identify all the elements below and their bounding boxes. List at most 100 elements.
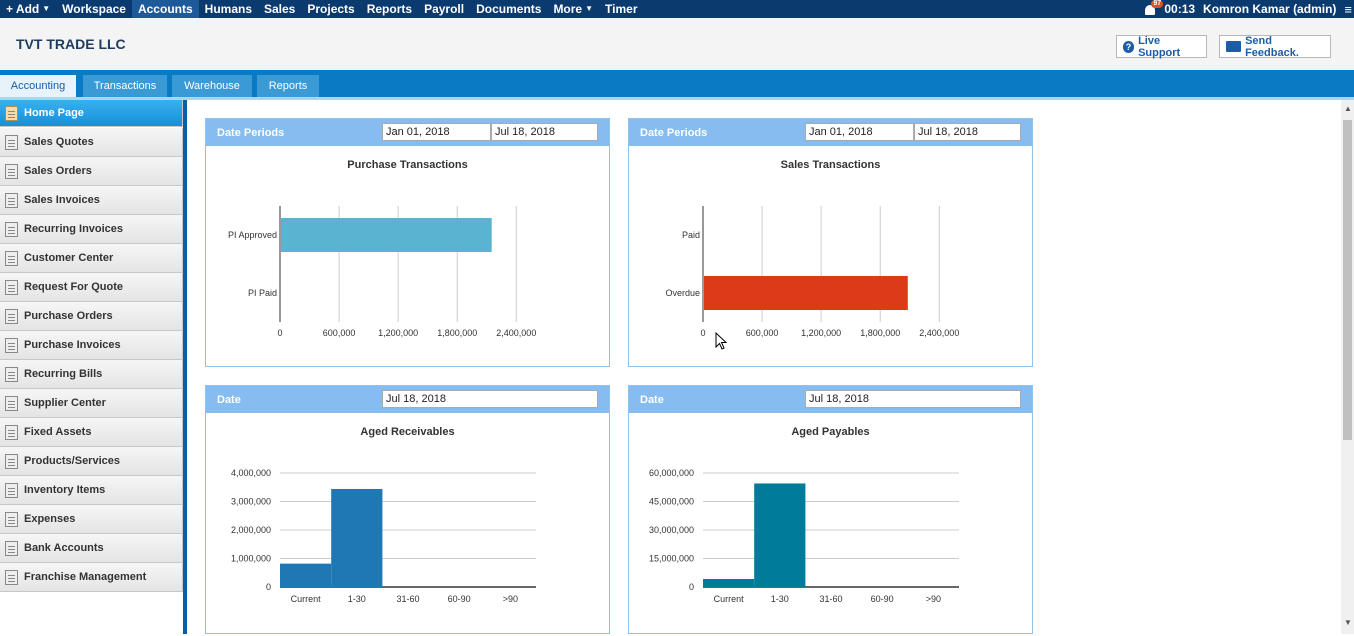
x-tick-label: 0	[700, 328, 705, 338]
sidebar-item-franchise-management[interactable]: Franchise Management	[0, 563, 183, 592]
sidebar-item-sales-quotes[interactable]: Sales Quotes	[0, 128, 183, 157]
top-menu-bar: + Add ▼ Workspace Accounts Humans Sales Projec…	[0, 0, 1354, 18]
y-tick-label: 0	[689, 582, 694, 592]
y-category-label: PI Paid	[248, 288, 277, 298]
sidebar-item-label: Fixed Assets	[24, 426, 92, 438]
sidebar-item-request-for-quote[interactable]: Request For Quote	[0, 273, 183, 302]
menu-item-reports[interactable]: Reports	[361, 0, 418, 18]
tab-reports[interactable]: Reports	[257, 75, 319, 97]
scroll-down-icon[interactable]: ▼	[1344, 618, 1352, 627]
scroll-up-icon[interactable]: ▲	[1344, 104, 1352, 113]
tab-warehouse[interactable]: Warehouse	[172, 75, 252, 97]
x-tick-label: 1,200,000	[801, 328, 841, 338]
sidebar-item-bank-accounts[interactable]: Bank Accounts	[0, 534, 183, 563]
date-input[interactable]: Jul 18, 2018	[805, 390, 1021, 408]
menu-item-sales[interactable]: Sales	[258, 0, 301, 18]
vertical-scrollbar[interactable]: ▲ ▼	[1341, 100, 1354, 634]
to-date-input[interactable]: Jul 18, 2018	[491, 123, 598, 141]
sidebar-item-purchase-invoices[interactable]: Purchase Invoices	[0, 331, 183, 360]
sidebar-item-home-page[interactable]: Home Page	[0, 100, 183, 127]
menu-item-documents[interactable]: Documents	[470, 0, 547, 18]
send-feedback-button[interactable]: Send Feedback.	[1219, 35, 1331, 59]
sidebar-item-label: Sales Quotes	[24, 136, 94, 148]
menu-item-label: Timer	[605, 2, 638, 16]
sidebar-divider[interactable]	[183, 100, 187, 634]
document-icon	[5, 134, 18, 150]
sidebar-item-purchase-orders[interactable]: Purchase Orders	[0, 302, 183, 331]
menu-item-accounts[interactable]: Accounts	[131, 0, 199, 18]
sidebar-item-label: Request For Quote	[24, 281, 124, 293]
bell-icon[interactable]: 97	[1144, 0, 1164, 16]
menu-item-add[interactable]: + Add ▼	[0, 0, 56, 18]
document-icon	[5, 192, 18, 208]
receivables-panel: Date Jul 18, 2018 Aged Receivables 0 1,00…	[205, 385, 610, 634]
sidebar-item-recurring-bills[interactable]: Recurring Bills	[0, 360, 183, 389]
purchase-transactions-chart: 0 600,000 1,200,000 1,800,000 2,400,000 PI Ap…	[228, 206, 536, 338]
sidebar-item-label: Recurring Bills	[24, 368, 103, 380]
sidebar-item-label: Home Page	[24, 107, 84, 119]
document-icon	[5, 279, 18, 295]
chart-title: Aged Receivables	[360, 426, 455, 438]
scrollbar-thumb[interactable]	[1343, 120, 1352, 440]
chart-title: Sales Transactions	[780, 159, 881, 171]
sidebar-item-products-services[interactable]: Products/Services	[0, 447, 183, 476]
sidebar-item-customer-center[interactable]: Customer Center	[0, 244, 183, 273]
document-icon	[5, 366, 18, 382]
bar	[280, 563, 332, 587]
chart-title: Purchase Transactions	[347, 159, 468, 171]
topbar-right: 97 00:13 Komron Kamar (admin) ≡	[1144, 0, 1354, 18]
tab-transactions[interactable]: Transactions	[83, 75, 167, 97]
document-icon	[5, 569, 18, 585]
x-tick-label: 1,800,000	[860, 328, 900, 338]
x-category-label: 60-90	[871, 594, 894, 604]
list-menu-icon[interactable]: ≡	[1344, 1, 1352, 17]
y-tick-label: 30,000,000	[649, 525, 694, 535]
sidebar-item-label: Customer Center	[24, 252, 114, 264]
sidebar: Home Page Sales Quotes Sales Orders Sales I…	[0, 100, 183, 634]
tab-underline	[0, 97, 1354, 100]
from-date-input[interactable]: Jan 01, 2018	[382, 123, 491, 141]
from-date-input[interactable]: Jan 01, 2018	[805, 123, 914, 141]
document-icon	[5, 250, 18, 266]
sidebar-item-sales-orders[interactable]: Sales Orders	[0, 157, 183, 186]
mouse-cursor-icon	[715, 332, 728, 350]
sidebar-item-expenses[interactable]: Expenses	[0, 505, 183, 534]
sidebar-item-sales-invoices[interactable]: Sales Invoices	[0, 186, 183, 215]
document-icon	[5, 105, 18, 121]
x-tick-label: 1,800,000	[437, 328, 477, 338]
x-category-label: 1-30	[348, 594, 366, 604]
menu-item-timer[interactable]: Timer	[599, 0, 643, 18]
menu-item-workspace[interactable]: Workspace	[56, 0, 132, 18]
sidebar-item-fixed-assets[interactable]: Fixed Assets	[0, 418, 183, 447]
aged-payables-chart: 0 15,000,000 30,000,000 45,000,000 60,000,00…	[649, 468, 959, 604]
x-category-label: 1-30	[771, 594, 789, 604]
x-category-label: 31-60	[819, 594, 842, 604]
menu-item-label: Workspace	[62, 2, 126, 16]
user-name[interactable]: Komron Kamar (admin)	[1203, 2, 1337, 16]
menu-item-label: Reports	[366, 2, 413, 16]
menu-item-projects[interactable]: Projects	[301, 0, 360, 18]
document-icon	[5, 308, 18, 324]
x-category-label: 60-90	[448, 594, 471, 604]
menu-item-more[interactable]: More ▼	[547, 0, 599, 18]
x-category-label: 31-60	[396, 594, 419, 604]
menu-item-humans[interactable]: Humans	[199, 0, 258, 18]
sidebar-item-supplier-center[interactable]: Supplier Center	[0, 389, 183, 418]
chevron-down-icon: ▼	[42, 4, 51, 13]
menu-item-label: More	[553, 2, 583, 16]
to-date-input[interactable]: Jul 18, 2018	[914, 123, 1021, 141]
date-input[interactable]: Jul 18, 2018	[382, 390, 598, 408]
menu-item-label: Documents	[476, 2, 542, 16]
document-icon	[5, 337, 18, 353]
menu-item-payroll[interactable]: Payroll	[418, 0, 470, 18]
y-category-label: Overdue	[665, 288, 700, 298]
sidebar-item-inventory-items[interactable]: Inventory Items	[0, 476, 183, 505]
panel-header-label: Date	[217, 393, 241, 406]
document-icon	[5, 424, 18, 440]
sidebar-item-recurring-invoices[interactable]: Recurring Invoices	[0, 215, 183, 244]
document-icon	[5, 163, 18, 179]
x-tick-label: 600,000	[746, 328, 779, 338]
live-support-button[interactable]: ? Live Support	[1116, 35, 1207, 59]
panel-header: Date Periods Jan 01, 2018 Jul 18, 2018	[206, 119, 609, 146]
tab-accounting[interactable]: Accounting	[0, 75, 76, 97]
